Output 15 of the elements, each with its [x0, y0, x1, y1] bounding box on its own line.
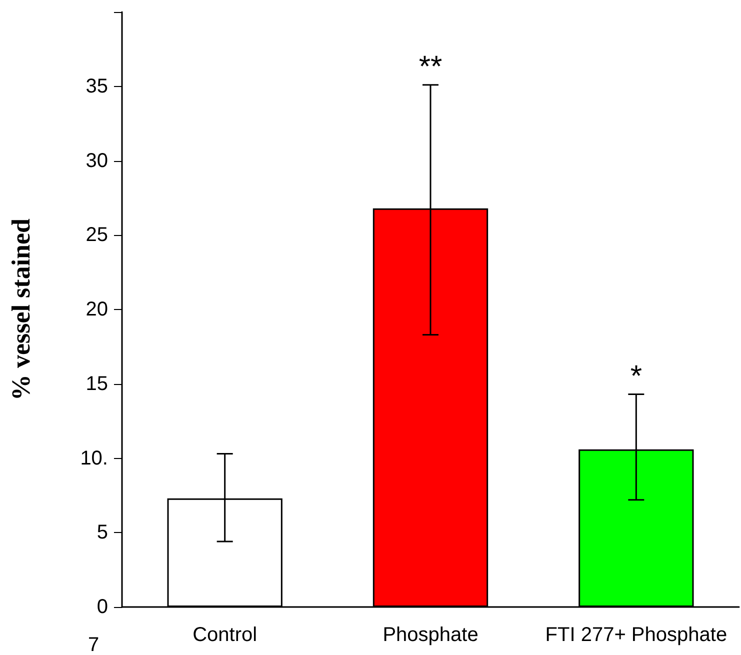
x-tick-label: Phosphate: [382, 624, 478, 646]
y-axis-title: % vessel stained: [6, 218, 36, 400]
y-tick-label: 35: [86, 75, 108, 98]
annotation: *: [630, 360, 642, 393]
text: 7: [88, 634, 100, 655]
annotation: **: [418, 50, 442, 84]
y-tick-label: 5: [96, 522, 108, 544]
y-tick-label: 30: [86, 150, 108, 172]
y-tick-label: 15: [86, 372, 108, 395]
y-tick-label: 10.: [80, 447, 108, 470]
x-tick-label: FTI 277+ Phosphate: [545, 624, 728, 646]
y-tick-label: 0: [96, 596, 108, 618]
y-tick-label: 20: [86, 298, 108, 320]
x-tick-label: Control: [192, 624, 258, 646]
y-tick-label: 25: [86, 224, 108, 246]
